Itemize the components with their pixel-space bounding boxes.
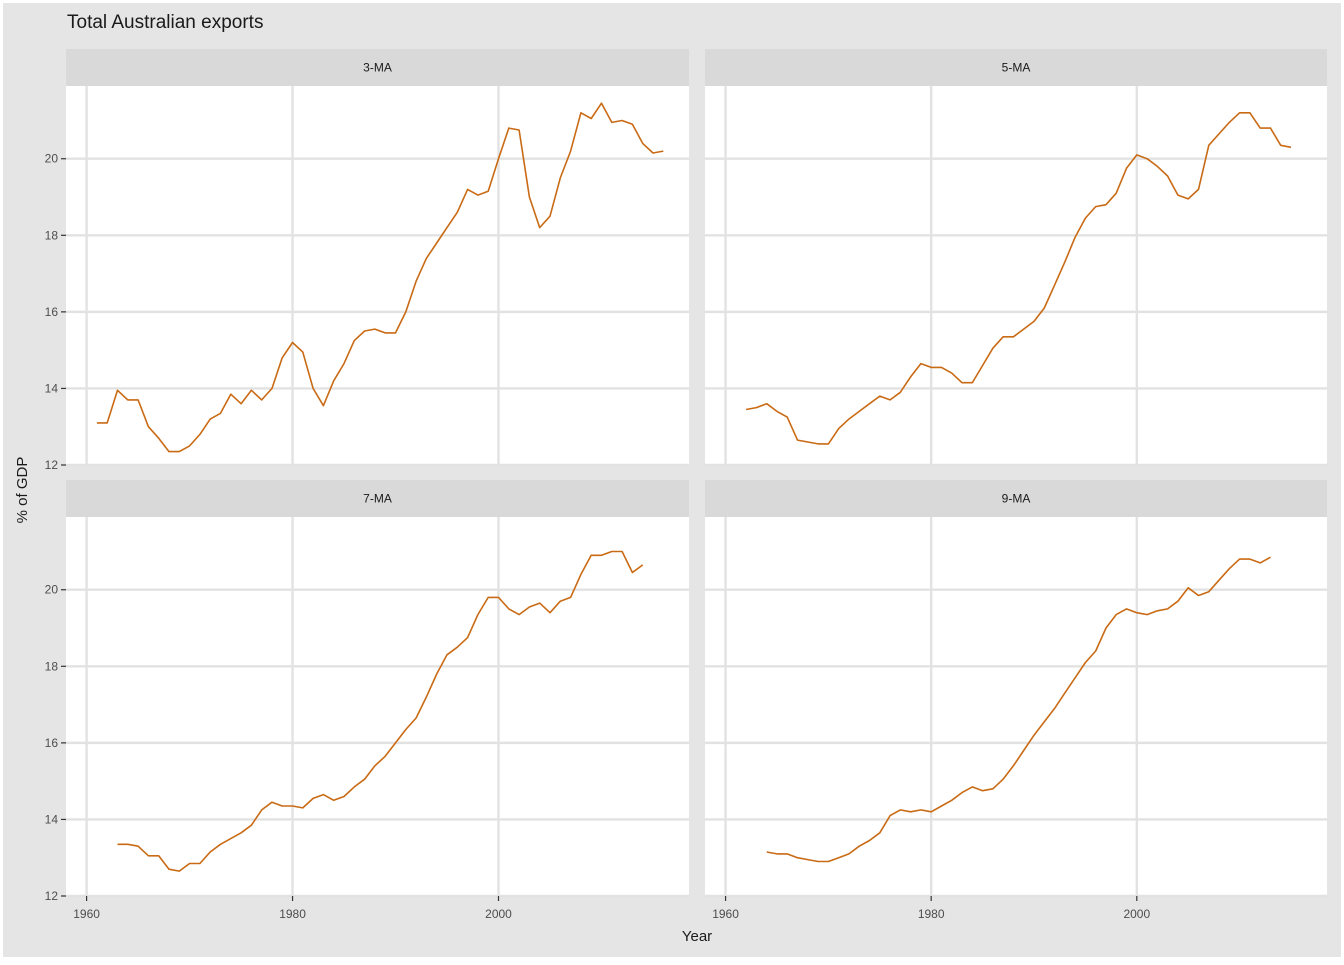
x-tick-label: 1960 bbox=[712, 907, 739, 921]
x-axis-label: Year bbox=[682, 928, 712, 945]
panel-9-ma: 9-MA 1960 1980 2000 bbox=[705, 480, 1327, 921]
panel-background bbox=[705, 86, 1327, 465]
y-axis-label: % of GDP bbox=[14, 457, 31, 524]
y-tick-label: 14 bbox=[45, 381, 59, 395]
series-line-7-ma bbox=[117, 550, 644, 872]
y-tick-label: 12 bbox=[45, 458, 59, 472]
panel-5-ma: 5-MA bbox=[705, 49, 1327, 467]
panels-group: 3-MA 12 14 16 18 20 5-MA 7-MA 12 14 16 18 20 1960 1980… bbox=[45, 49, 1327, 921]
y-tick-label: 18 bbox=[45, 228, 59, 242]
facet-strip-label: 5-MA bbox=[1002, 61, 1031, 75]
panel-background bbox=[705, 517, 1327, 896]
y-tick-label: 14 bbox=[45, 812, 59, 826]
x-tick-label: 2000 bbox=[485, 907, 512, 921]
series-line-9-ma bbox=[766, 556, 1271, 863]
series-line-5-ma bbox=[745, 112, 1292, 445]
series-line-3-ma bbox=[96, 102, 664, 453]
facet-strip-label: 3-MA bbox=[363, 61, 392, 75]
y-tick-label: 20 bbox=[45, 583, 59, 597]
facet-strip bbox=[66, 49, 689, 86]
facet-strip bbox=[66, 480, 689, 517]
y-tick-label: 18 bbox=[45, 659, 59, 673]
y-tick-label: 16 bbox=[45, 305, 59, 319]
facet-strip-label: 9-MA bbox=[1002, 492, 1031, 506]
x-tick-label: 1980 bbox=[918, 907, 945, 921]
x-tick-label: 1960 bbox=[73, 907, 100, 921]
panel-background bbox=[66, 517, 689, 896]
panel-7-ma: 7-MA 12 14 16 18 20 1960 1980 2000 bbox=[45, 480, 689, 921]
x-tick-label: 1980 bbox=[279, 907, 306, 921]
y-tick-label: 20 bbox=[45, 152, 59, 166]
panel-background bbox=[66, 86, 689, 465]
facet-strip bbox=[705, 49, 1327, 86]
chart-title: Total Australian exports bbox=[67, 12, 263, 33]
panel-3-ma: 3-MA 12 14 16 18 20 bbox=[45, 49, 689, 472]
x-tick-label: 2000 bbox=[1123, 907, 1150, 921]
y-tick-label: 16 bbox=[45, 736, 59, 750]
facet-strip-label: 7-MA bbox=[363, 492, 392, 506]
y-tick-label: 12 bbox=[45, 889, 59, 903]
facet-strip bbox=[705, 480, 1327, 517]
